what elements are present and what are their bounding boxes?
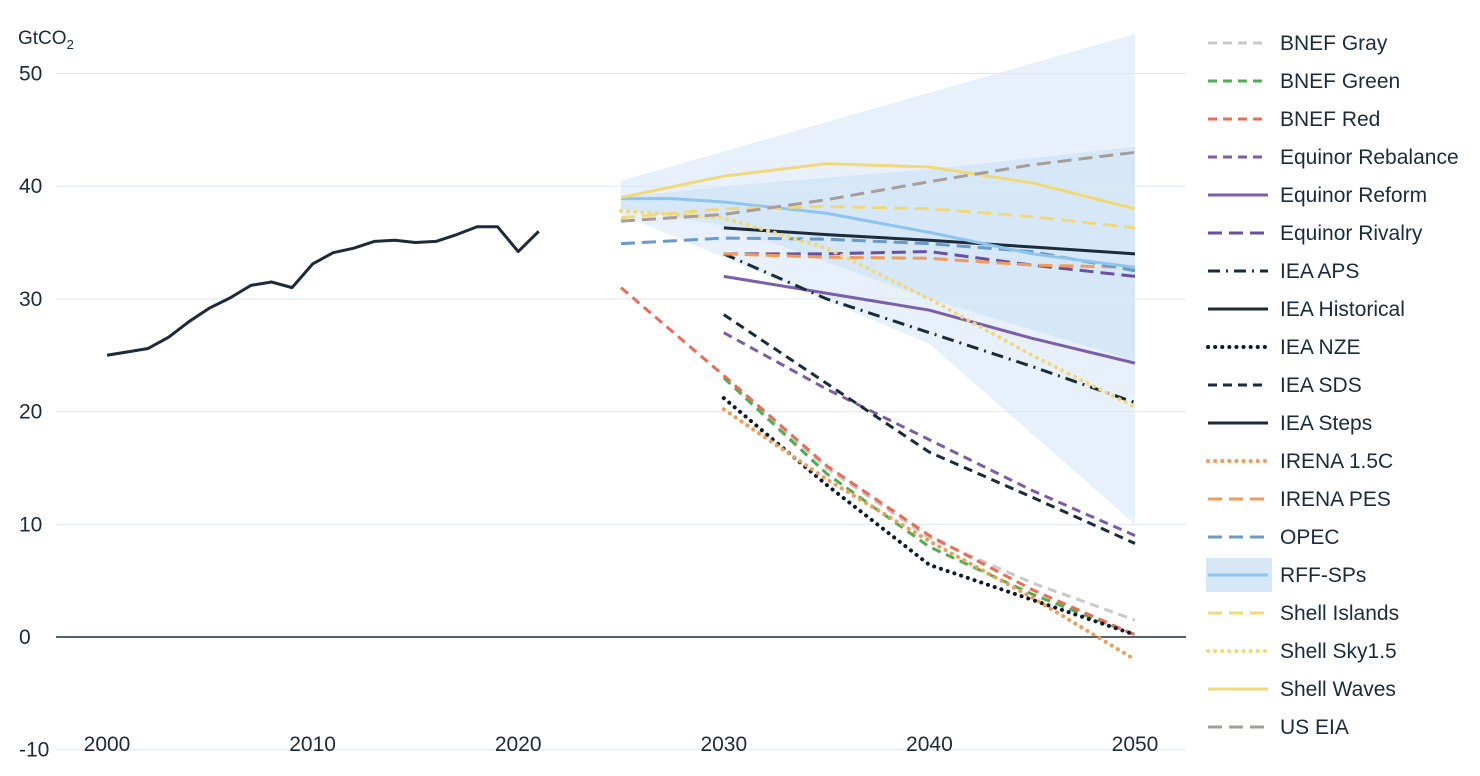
- legend-item-equinor-rebalance: Equinor Rebalance: [1208, 146, 1459, 169]
- legend-item-iea-steps: IEA Steps: [1208, 412, 1372, 435]
- legend-label: US EIA: [1280, 716, 1349, 739]
- legend-label: Equinor Rivalry: [1280, 222, 1423, 245]
- series-line-irena-pes: [723, 252, 1136, 269]
- y-tick-label: 10: [19, 513, 42, 536]
- legend-item-us-eia: US EIA: [1208, 716, 1349, 739]
- legend-label: RFF-SPs: [1280, 564, 1366, 587]
- series-line-iea-historical: [106, 225, 540, 357]
- legend-item-bnef-green: BNEF Green: [1208, 70, 1400, 93]
- y-tick-label: 20: [19, 401, 42, 424]
- x-tick-label: 2050: [1112, 733, 1159, 756]
- series-line-rff-sps: [621, 197, 1136, 269]
- legend-label: IRENA 1.5C: [1280, 450, 1393, 473]
- series-line-bnef-green: [722, 376, 1136, 637]
- y-tick-label: 40: [19, 175, 42, 198]
- x-tick-label: 2030: [700, 733, 747, 756]
- series-line-equinor-rivalry: [723, 250, 1136, 278]
- y-axis-unit-label: GtCO2: [18, 28, 74, 52]
- x-tick-label: 2040: [906, 733, 953, 756]
- x-tick-label: 2000: [84, 733, 131, 756]
- y-tick-label: 0: [19, 626, 31, 649]
- legend-label: IRENA PES: [1280, 488, 1391, 511]
- legend-label: IEA NZE: [1280, 336, 1361, 359]
- legend-item-shell-sky1-5: Shell Sky1.5: [1206, 640, 1397, 663]
- series-lines: [106, 150, 1137, 662]
- legend-label: Shell Waves: [1280, 678, 1396, 701]
- series-line-iea-sds: [722, 313, 1136, 545]
- y-tick-label: -10: [19, 739, 49, 762]
- legend-label: OPEC: [1280, 526, 1340, 549]
- legend-item-irena-1-5c: IRENA 1.5C: [1206, 450, 1393, 473]
- legend: BNEF Gray BNEF Green BNEF Red Equinor Rebal…: [1206, 32, 1459, 739]
- legend-item-iea-nze: IEA NZE: [1206, 336, 1361, 359]
- legend-label: Equinor Reform: [1280, 184, 1427, 207]
- legend-item-shell-islands: Shell Islands: [1208, 602, 1399, 625]
- series-line-equinor-reform: [723, 274, 1136, 365]
- legend-label: Equinor Rebalance: [1280, 146, 1459, 169]
- legend-item-iea-aps: IEA APS: [1208, 260, 1359, 283]
- x-tick-label: 2020: [495, 733, 542, 756]
- series-line-iea-steps: [723, 226, 1136, 256]
- y-tick-label: 50: [19, 63, 42, 86]
- legend-item-equinor-reform: Equinor Reform: [1208, 184, 1427, 207]
- legend-item-iea-sds: IEA SDS: [1208, 374, 1362, 397]
- series-line-us-eia: [620, 150, 1136, 223]
- series-line-equinor-rebalance: [723, 331, 1136, 537]
- series-line-iea-aps: [723, 252, 1136, 404]
- legend-item-bnef-gray: BNEF Gray: [1208, 32, 1388, 55]
- y-tick-label: 30: [19, 288, 42, 311]
- series-line-shell-islands: [620, 204, 1136, 230]
- series-line-bnef-red: [620, 286, 1136, 637]
- y-axis-ticks: 50 40 30 20 10 0 -10: [19, 63, 49, 762]
- legend-item-bnef-red: BNEF Red: [1208, 108, 1380, 131]
- legend-item-shell-waves: Shell Waves: [1208, 678, 1396, 701]
- legend-label: IEA SDS: [1280, 374, 1362, 397]
- x-axis-ticks: 2000 2010 2020 2030 2040 2050: [84, 733, 1159, 756]
- legend-label: BNEF Gray: [1280, 32, 1388, 55]
- legend-item-equinor-rivalry: Equinor Rivalry: [1208, 222, 1423, 245]
- legend-item-iea-historical: IEA Historical: [1208, 298, 1405, 321]
- legend-label: Shell Sky1.5: [1280, 640, 1397, 663]
- legend-label: BNEF Green: [1280, 70, 1400, 93]
- series-line-shell-waves: [620, 162, 1136, 211]
- x-tick-label: 2010: [289, 733, 336, 756]
- legend-label: IEA APS: [1280, 260, 1359, 283]
- rff-sps-range-bands: [621, 34, 1135, 525]
- gridlines: [56, 73, 1186, 751]
- series-line-bnef-gray: [722, 376, 1136, 622]
- legend-label: BNEF Red: [1280, 108, 1380, 131]
- legend-label: Shell Islands: [1280, 602, 1399, 625]
- legend-item-irena-pes: IRENA PES: [1208, 488, 1391, 511]
- legend-label: IEA Steps: [1280, 412, 1372, 435]
- legend-item-opec: OPEC: [1208, 526, 1340, 549]
- legend-label: IEA Historical: [1280, 298, 1405, 321]
- legend-item-rff-sps: RFF-SPs: [1206, 558, 1366, 592]
